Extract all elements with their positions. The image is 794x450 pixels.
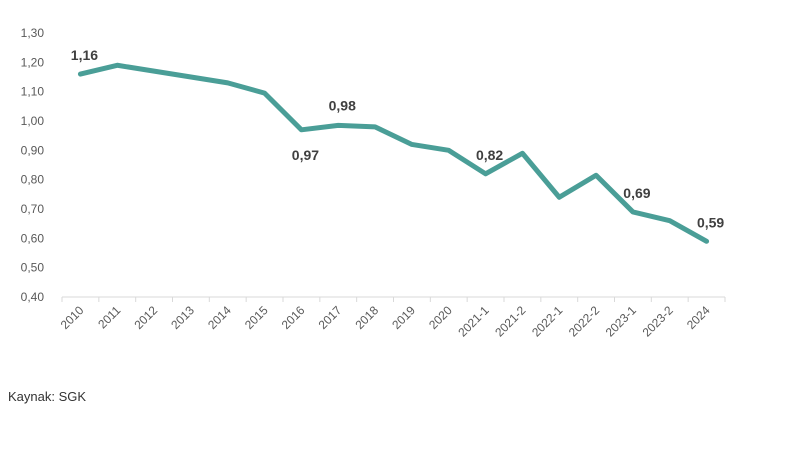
data-label: 0,97 xyxy=(292,147,319,163)
x-tick-label: 2022-2 xyxy=(566,303,603,340)
y-tick-label: 1,10 xyxy=(21,85,45,99)
data-label: 0,82 xyxy=(476,147,503,163)
x-tick-label: 2018 xyxy=(352,303,381,332)
line-chart: 0,40 0,50 0,60 0,70 0,80 0,90 1,00 1,10 1,20 1,30… xyxy=(21,26,726,340)
x-tick-label: 2023-1 xyxy=(603,303,640,340)
y-tick-label: 0,40 xyxy=(21,290,45,304)
x-tick-label: 2017 xyxy=(316,303,345,332)
x-tick-label: 2024 xyxy=(684,303,713,332)
data-label: 0,98 xyxy=(329,97,356,113)
x-tick-label: 2020 xyxy=(426,303,455,332)
y-tick-label: 0,70 xyxy=(21,202,45,216)
x-axis-ticks xyxy=(61,297,726,302)
data-label: 1,16 xyxy=(71,47,98,63)
x-tick-label: 2011 xyxy=(95,303,123,331)
x-tick-label: 2014 xyxy=(205,303,234,332)
y-tick-label: 0,90 xyxy=(21,143,45,157)
y-tick-label: 1,20 xyxy=(21,55,45,69)
y-tick-label: 1,00 xyxy=(21,114,45,128)
data-label: 0,59 xyxy=(697,214,724,230)
x-tick-label: 2022-1 xyxy=(529,303,566,340)
y-tick-label: 0,50 xyxy=(21,261,45,275)
series-line xyxy=(77,62,710,244)
x-tick-label: 2013 xyxy=(168,303,197,332)
y-tick-label: 0,60 xyxy=(21,231,45,245)
x-tick-label: 2012 xyxy=(131,303,160,332)
x-axis-tick-labels: 2010 2011 2012 2013 2014 2015 2016 2017 2018 2019… xyxy=(58,303,713,340)
y-tick-label: 0,80 xyxy=(21,173,45,187)
x-tick-label: 2010 xyxy=(58,303,87,332)
x-tick-label: 2021-1 xyxy=(455,303,492,340)
x-tick-label: 2015 xyxy=(242,303,271,332)
y-axis-tick-labels: 0,40 0,50 0,60 0,70 0,80 0,90 1,00 1,10 1,20 1,30 xyxy=(21,26,45,304)
y-tick-label: 1,30 xyxy=(21,26,45,40)
x-tick-label: 2023-2 xyxy=(640,303,677,340)
data-labels: 1,16 0,97 0,98 0,82 0,69 0,59 xyxy=(71,47,725,230)
x-tick-label: 2019 xyxy=(389,303,418,332)
source-note: Kaynak: SGK xyxy=(8,389,87,404)
data-label: 0,69 xyxy=(623,185,650,201)
x-tick-label: 2016 xyxy=(279,303,308,332)
x-tick-label: 2021-2 xyxy=(492,303,529,340)
